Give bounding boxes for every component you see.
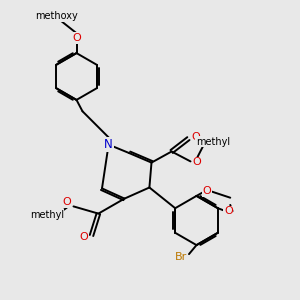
- Text: O: O: [224, 206, 233, 216]
- Text: O: O: [79, 232, 88, 242]
- Text: methyl: methyl: [196, 137, 230, 147]
- Text: methyl: methyl: [30, 210, 64, 220]
- Text: O: O: [202, 186, 211, 197]
- Text: O: O: [193, 157, 202, 167]
- Text: O: O: [191, 132, 200, 142]
- Text: N: N: [104, 138, 113, 151]
- Text: methoxy: methoxy: [35, 11, 77, 22]
- Text: O: O: [72, 33, 81, 43]
- Text: Br: Br: [175, 252, 187, 262]
- Text: O: O: [62, 197, 71, 207]
